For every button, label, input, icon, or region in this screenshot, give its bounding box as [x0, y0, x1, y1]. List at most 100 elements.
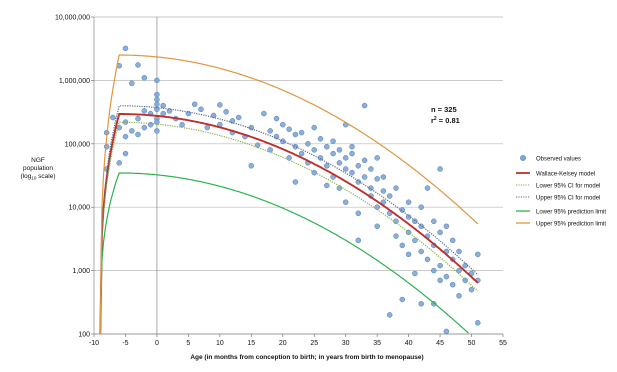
x-tick-label: -10 [89, 340, 99, 347]
observed-point [456, 293, 462, 299]
observed-point [437, 277, 443, 284]
observed-point [462, 277, 468, 284]
observed-point [412, 237, 418, 244]
observed-point [336, 147, 343, 153]
observed-point [122, 133, 129, 140]
observed-point [298, 129, 305, 136]
y-tick-label: 1,000 [72, 268, 90, 275]
observed-point [280, 138, 286, 144]
observed-point [292, 131, 299, 138]
observed-point [298, 150, 305, 157]
observed-point [443, 273, 450, 280]
observed-point [355, 163, 362, 169]
observed-point [129, 128, 135, 134]
annotation-r: r [431, 116, 434, 125]
observed-point [468, 286, 475, 293]
observed-point [160, 110, 166, 117]
observed-point [393, 218, 399, 225]
legend-label-upper-prediction: Upper 95% prediction limit [536, 222, 606, 228]
observed-point [116, 160, 122, 166]
observed-point [361, 157, 368, 164]
observed-point [424, 185, 431, 191]
observed-point [449, 237, 456, 244]
observed-point [456, 248, 462, 255]
observed-point [418, 248, 424, 255]
observed-point [355, 237, 362, 244]
grid-layer [94, 16, 503, 335]
observed-point [456, 267, 462, 274]
observed-point [412, 218, 418, 225]
observed-point [179, 121, 185, 128]
observed-point [229, 118, 236, 124]
lines-layer [99, 54, 479, 335]
y-tick-label: 1,000,000 [59, 78, 90, 85]
observed-point [267, 128, 273, 134]
observed-point [393, 233, 399, 239]
observed-point [154, 77, 160, 84]
observed-point [286, 126, 292, 132]
axis-layer: 1001,00010,000100,0001,000,00010,000,000… [55, 15, 507, 348]
observed-point [273, 133, 280, 140]
observed-point [154, 101, 160, 108]
y-axis-title-scale: scale) [36, 173, 55, 180]
observed-point [349, 169, 355, 176]
x-tick-label: 25 [310, 340, 318, 347]
observed-point [386, 193, 393, 199]
y-axis-title-line2: population [23, 165, 53, 172]
observed-point [342, 166, 349, 172]
x-tick-label: 30 [342, 340, 350, 347]
observed-point [261, 110, 267, 117]
observed-point [399, 296, 406, 303]
observed-point [330, 150, 336, 157]
observed-point [330, 138, 336, 144]
observed-point [141, 108, 148, 114]
x-tick-label: 55 [499, 340, 507, 347]
annotation-r-value: = 0.81 [437, 116, 460, 125]
observed-point [437, 229, 443, 236]
observed-point [154, 119, 160, 125]
observed-point [349, 150, 355, 157]
observed-point [374, 155, 380, 161]
observed-point [355, 210, 362, 217]
observed-point [103, 143, 110, 150]
observed-point [135, 115, 141, 122]
observed-point [122, 150, 129, 157]
observed-point [437, 166, 443, 172]
observed-point [292, 179, 299, 185]
observed-point [273, 115, 280, 122]
annotation-r-sup: 2 [434, 116, 437, 122]
observed-point [135, 62, 141, 68]
observed-point [475, 251, 481, 258]
annotation-r2: r2 = 0.81 [431, 116, 460, 125]
observed-point [374, 223, 380, 230]
legend-label-lower-ci: Lower 95% CI for model [536, 184, 600, 190]
series-line-lower-95-ci-for-model [99, 121, 479, 335]
observed-point [191, 101, 198, 108]
observed-point [431, 267, 437, 274]
observed-point [393, 185, 399, 191]
observed-point [418, 204, 424, 210]
observed-point [380, 174, 387, 180]
annotation-n: n = 325 [431, 105, 457, 114]
observed-point [342, 199, 349, 205]
observed-point [324, 182, 330, 189]
observed-point [110, 114, 116, 121]
y-tick-label: 10,000 [69, 205, 91, 212]
observed-point [475, 320, 481, 326]
observed-point [217, 102, 223, 108]
observed-point [280, 121, 286, 128]
y-axis-title-line1: NGF [31, 157, 45, 164]
observed-point [135, 131, 141, 138]
observed-point [311, 124, 317, 131]
observed-point [141, 75, 148, 81]
y-axis-title-line3: (log10 scale) [20, 173, 55, 181]
observed-point [336, 160, 343, 166]
observed-point [154, 91, 160, 98]
series-line-upper-95-prediction-limit [99, 54, 479, 335]
legend-label-wallace-kelsey: Wallace-Kelsey model [536, 172, 595, 178]
observed-point [154, 96, 160, 103]
x-tick-label: 50 [468, 340, 476, 347]
legend-label-lower-prediction: Lower 95% prediction limit [536, 210, 606, 216]
y-tick-label: 100 [78, 332, 90, 339]
